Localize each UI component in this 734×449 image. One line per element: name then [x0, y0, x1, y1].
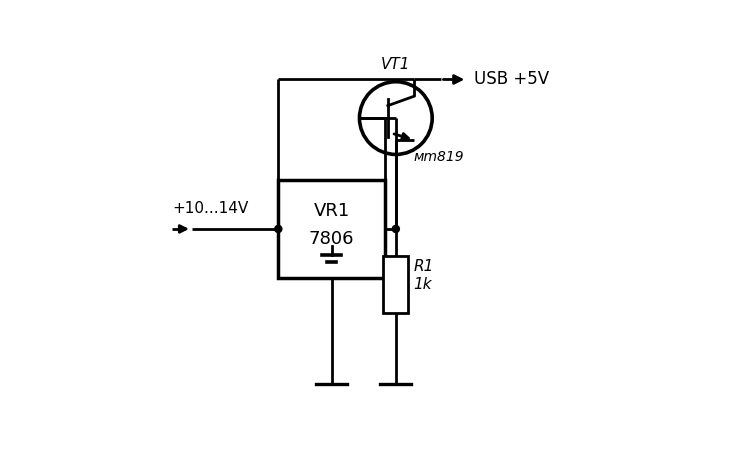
Text: R1: R1: [413, 259, 434, 274]
Text: VR1: VR1: [313, 202, 349, 220]
Bar: [278, 180, 385, 278]
Text: USB +5V: USB +5V: [474, 70, 549, 88]
Bar: [383, 255, 408, 313]
Text: 1k: 1k: [413, 277, 432, 292]
Circle shape: [392, 225, 399, 233]
Text: мm819: мm819: [413, 150, 464, 164]
Text: VT1: VT1: [381, 57, 410, 72]
Circle shape: [275, 225, 282, 233]
Text: 7806: 7806: [309, 230, 355, 248]
Text: +10...14V: +10...14V: [172, 201, 248, 216]
